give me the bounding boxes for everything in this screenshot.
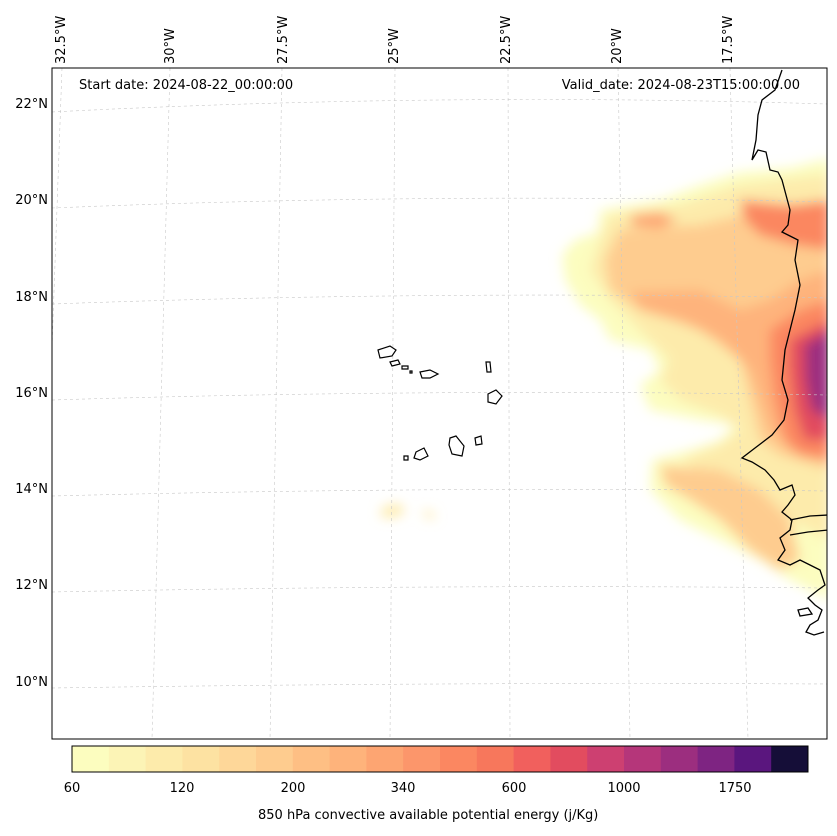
colorbar-swatch [182,746,220,772]
colorbar-tick-120: 120 [169,781,195,796]
colorbar-swatch [108,746,147,772]
colorbar-swatch [660,746,699,772]
cape-patch-orange-north [630,212,678,228]
colorbar-swatch [624,746,662,772]
colorbar-label: 850 hPa convective available potential e… [258,808,599,823]
latitude-label-10n: 10°N [15,675,48,690]
colorbar-swatch [329,746,367,772]
cape-patch-small-2 [423,510,436,518]
longitude-label-30w: 30°W [163,28,178,64]
colorbar-tick-200: 200 [280,781,306,796]
colorbar-swatch [256,746,294,772]
longitude-label-32-5w: 32.5°W [54,15,69,64]
colorbar-swatch [587,746,625,772]
latitude-label-16n: 16°N [15,386,48,401]
latitude-label-20n: 20°N [15,193,48,208]
colorbar-swatch [219,746,257,772]
longitude-label-20w: 20°W [610,28,625,64]
cape-field [380,158,827,599]
gridlines [52,68,827,739]
colorbar-swatch [513,746,551,772]
colorbar-swatch [403,746,441,772]
cape-contour-1200 [805,331,827,419]
colorbar-frame [71,745,809,773]
coastline-west-africa [740,69,827,636]
colorbar-swatch [550,746,588,772]
map-frame [51,67,828,740]
colorbar-swatch [292,746,331,772]
longitude-label-17-5w: 17.5°W [721,15,736,64]
latitude-label-12n: 12°N [15,578,48,593]
longitude-label-22-5w: 22.5°W [499,15,514,64]
colorbar-swatch [366,746,404,772]
colorbar-tick-60: 60 [63,781,81,796]
cape-band-east [740,200,827,250]
colorbar-tick-600: 600 [501,781,527,796]
cape-contour-240 [630,271,827,460]
colorbar-swatch [771,746,809,772]
latitude-label-14n: 14°N [15,482,48,497]
colorbar-tick-1750: 1750 [718,781,752,796]
cape-verde-islands [377,345,503,461]
colorbar-tick-1000: 1000 [607,781,641,796]
latitude-label-22n: 22°N [15,97,48,112]
cape-patch-small-1 [380,503,406,518]
longitude-label-27-5w: 27.5°W [276,15,291,64]
colorbar-swatch [440,746,478,772]
colorbar-tick-340: 340 [390,781,416,796]
colorbar-swatch [476,746,515,772]
colorbar-swatch [697,746,735,772]
cape-band-south [660,465,800,570]
longitude-label-25w: 25°W [387,28,402,64]
colorbar [72,746,809,772]
colorbar-swatch [734,746,772,772]
colorbar-swatch [72,746,110,772]
valid-date-text: Valid_date: 2024-08-23T15:00:00.00 [561,78,800,93]
latitude-label-18n: 18°N [15,290,48,305]
colorbar-swatch [145,746,183,772]
start-date-text: Start date: 2024-08-22_00:00:00 [79,78,294,93]
